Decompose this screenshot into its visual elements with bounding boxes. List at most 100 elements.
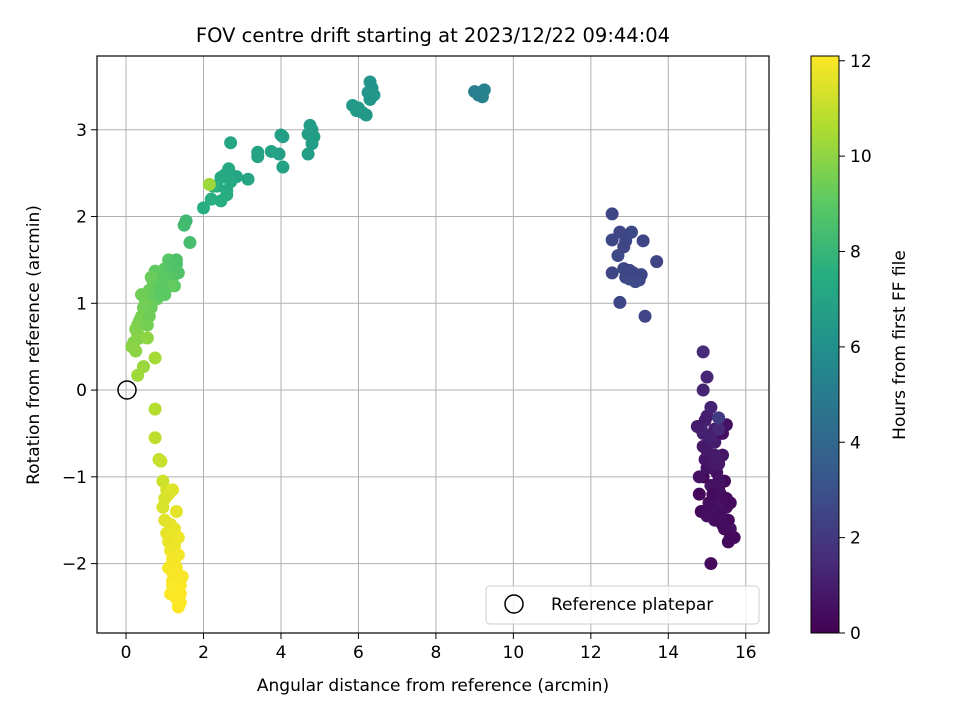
data-point [169,505,183,519]
x-axis-label: Angular distance from reference (arcmin) [257,676,609,696]
data-point [154,454,168,468]
data-point [712,422,726,436]
x-tick-label: 12 [580,643,602,663]
data-point [714,509,728,523]
data-point [355,105,369,119]
data-point [702,431,716,445]
x-axis-ticks: 0 2 4 6 8 10 12 14 16 [121,633,757,663]
data-point [173,587,187,601]
data-point [183,236,197,250]
data-point [166,483,180,497]
data-point [156,283,170,297]
legend-marker [504,594,524,614]
data-point [692,487,706,501]
data-point [475,90,489,104]
y-tick-label: 1 [76,294,87,314]
data-point [241,172,255,186]
data-point [264,144,278,158]
x-tick-label: 0 [121,643,132,663]
data-point [138,296,152,310]
reference-platepar-marker [117,380,137,400]
data-point [177,218,191,232]
data-point [171,548,185,562]
data-point [251,150,265,164]
x-tick-label: 10 [503,643,525,663]
plot-frame [96,55,770,634]
data-point [202,177,216,191]
data-point [148,351,162,365]
data-point [605,266,619,280]
colorbar-tick-label: 0 [850,624,861,644]
y-tick-label: −1 [62,468,87,488]
colorbar-ticks: 0 2 4 6 8 10 12 [839,52,872,644]
data-point [156,500,170,514]
legend: Reference platepar [485,585,760,625]
data-point [166,578,180,592]
chart-title: FOV centre drift starting at 2023/12/22 … [196,24,670,47]
data-point [276,160,290,174]
y-tick-label: −2 [62,555,87,575]
data-point [708,448,722,462]
data-point [696,345,710,359]
x-tick-label: 2 [198,643,209,663]
data-point [197,201,211,215]
data-point [169,561,183,575]
x-tick-label: 14 [657,643,679,663]
colorbar-tick-label: 4 [850,433,861,453]
data-point [719,492,733,506]
colorbar [810,55,840,634]
data-point [704,557,718,571]
data-point [148,431,162,445]
data-point [301,147,315,161]
data-point [704,400,718,414]
data-point [129,344,143,358]
data-point [650,255,664,269]
data-point [605,233,619,247]
data-point [363,92,377,106]
data-point [625,225,639,239]
data-point [305,137,319,151]
x-tick-label: 8 [430,643,441,663]
colorbar-tick-label: 6 [850,338,861,358]
data-point [611,249,625,263]
data-point [274,128,288,142]
data-point [700,370,714,384]
data-point [224,136,238,150]
y-axis-label: Rotation from reference (arcmin) [24,205,44,485]
data-point [706,487,720,501]
data-point [638,309,652,323]
colorbar-tick-label: 10 [850,147,872,167]
y-axis-ticks: −2 −1 0 1 2 3 [62,121,97,575]
data-point [605,207,619,221]
data-point [140,318,154,332]
grid-lines [97,56,769,633]
data-point [636,234,650,248]
legend-box [485,585,760,625]
data-point [690,419,704,433]
legend-label: Reference platepar [551,595,713,615]
data-point [204,192,218,206]
x-tick-label: 6 [353,643,364,663]
data-point [144,270,158,284]
colorbar-label: Hours from first FF file [890,250,910,440]
data-point [712,411,726,425]
y-tick-label: 0 [76,381,87,401]
y-tick-label: 2 [76,208,87,228]
data-point [692,470,706,484]
data-point [148,402,162,416]
data-point [171,600,185,614]
x-tick-label: 4 [276,643,287,663]
data-point [696,383,710,397]
data-point [140,331,154,345]
colorbar-tick-label: 8 [850,243,861,263]
data-point [721,535,735,549]
x-tick-label: 16 [735,643,757,663]
data-point [628,275,642,289]
data-points [125,75,741,614]
colorbar-tick-label: 2 [850,529,861,549]
data-point [214,194,228,208]
data-point [617,262,631,276]
y-tick-label: 3 [76,121,87,141]
data-point [131,368,145,382]
